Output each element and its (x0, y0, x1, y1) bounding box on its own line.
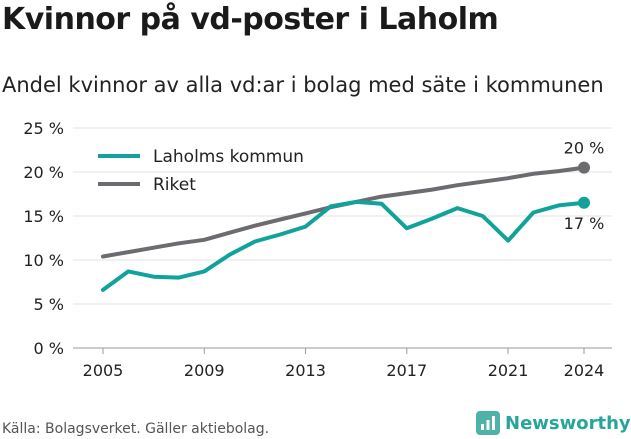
legend-label: Laholms kommun (153, 147, 304, 167)
series-line-laholm (101, 199, 586, 292)
brand-name: Newsworthy (505, 412, 631, 434)
y-tick-label: 10 % (23, 251, 64, 270)
x-tick-label: 2021 (488, 361, 529, 380)
end-value-label: 17 % (564, 214, 605, 233)
y-axis: 0 % 5 % 10 % 15 % 20 % 25 % (23, 119, 64, 358)
x-axis: 2005 2009 2013 2017 2021 2024 (83, 348, 605, 380)
x-tick-label: 2017 (386, 361, 427, 380)
y-tick-label: 25 % (23, 119, 64, 138)
gridlines (73, 127, 612, 349)
newsworthy-bar-chart-icon (476, 411, 500, 435)
y-tick-label: 15 % (23, 207, 64, 226)
series-end-point (578, 161, 590, 174)
series-end-point (578, 196, 590, 209)
y-tick-label: 20 % (23, 163, 64, 182)
x-tick-label: 2005 (83, 361, 124, 380)
y-tick-label: 5 % (34, 295, 64, 314)
chart-subtitle: Andel kvinnor av alla vd:ar i bolag med … (2, 73, 604, 97)
end-labels: 17 % 20 % (564, 139, 605, 233)
source-footer: Källa: Bolagsverket. Gäller aktiebolag. (2, 421, 270, 437)
y-tick-label: 0 % (34, 339, 64, 358)
x-tick-label: 2013 (285, 361, 326, 380)
chart-title: Kvinnor på vd-poster i Laholm (2, 2, 499, 37)
newsworthy-logo: Newsworthy (476, 408, 631, 438)
series-lines (101, 161, 590, 292)
x-tick-label: 2024 (564, 361, 605, 380)
end-value-label: 20 % (564, 139, 605, 158)
legend-label: Riket (153, 175, 196, 195)
x-tick-label: 2009 (184, 361, 225, 380)
legend: Laholms kommun Riket (98, 147, 304, 195)
